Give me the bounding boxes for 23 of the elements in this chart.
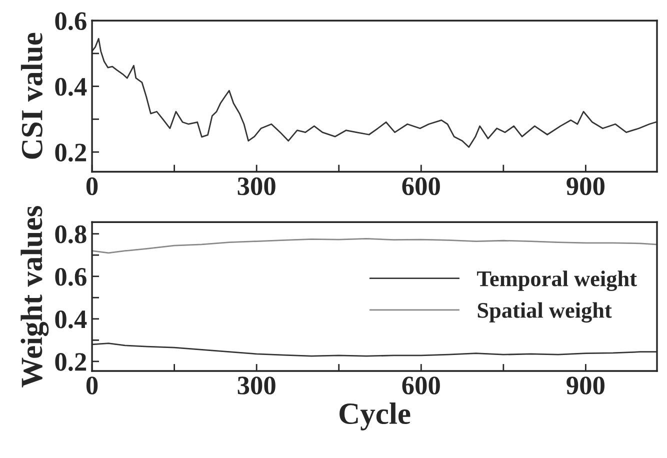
y-tick-label: 0.6 <box>55 268 86 286</box>
y-axis-title: Weight values <box>20 206 49 388</box>
x-tick-label: 300 <box>238 376 276 394</box>
y-tick-label: 0.8 <box>55 225 86 244</box>
y-tick-label: 0.4 <box>55 310 87 328</box>
x-tick-label: 900 <box>566 177 604 196</box>
legend-label: Temporal weight <box>477 270 637 291</box>
legend-label: Spatial weight <box>478 302 612 323</box>
x-tick-label: 600 <box>402 376 440 394</box>
line-series <box>92 342 657 357</box>
y-tick-label: 0.2 <box>55 353 86 371</box>
x-axis-title: Cycle <box>340 402 410 430</box>
x-tick-label: 300 <box>238 177 276 196</box>
y-tick-label: 0.4 <box>55 78 87 96</box>
x-tick-label: 0 <box>86 177 98 196</box>
line-series <box>92 238 657 254</box>
x-tick-label: 900 <box>566 376 604 394</box>
x-tick-label: 0 <box>86 376 98 394</box>
y-axis-title: CSI value <box>20 32 43 159</box>
y-tick-label: 0.6 <box>55 12 86 30</box>
y-tick-label: 0.2 <box>55 144 86 162</box>
line-series <box>92 38 657 148</box>
x-tick-label: 600 <box>402 177 440 196</box>
